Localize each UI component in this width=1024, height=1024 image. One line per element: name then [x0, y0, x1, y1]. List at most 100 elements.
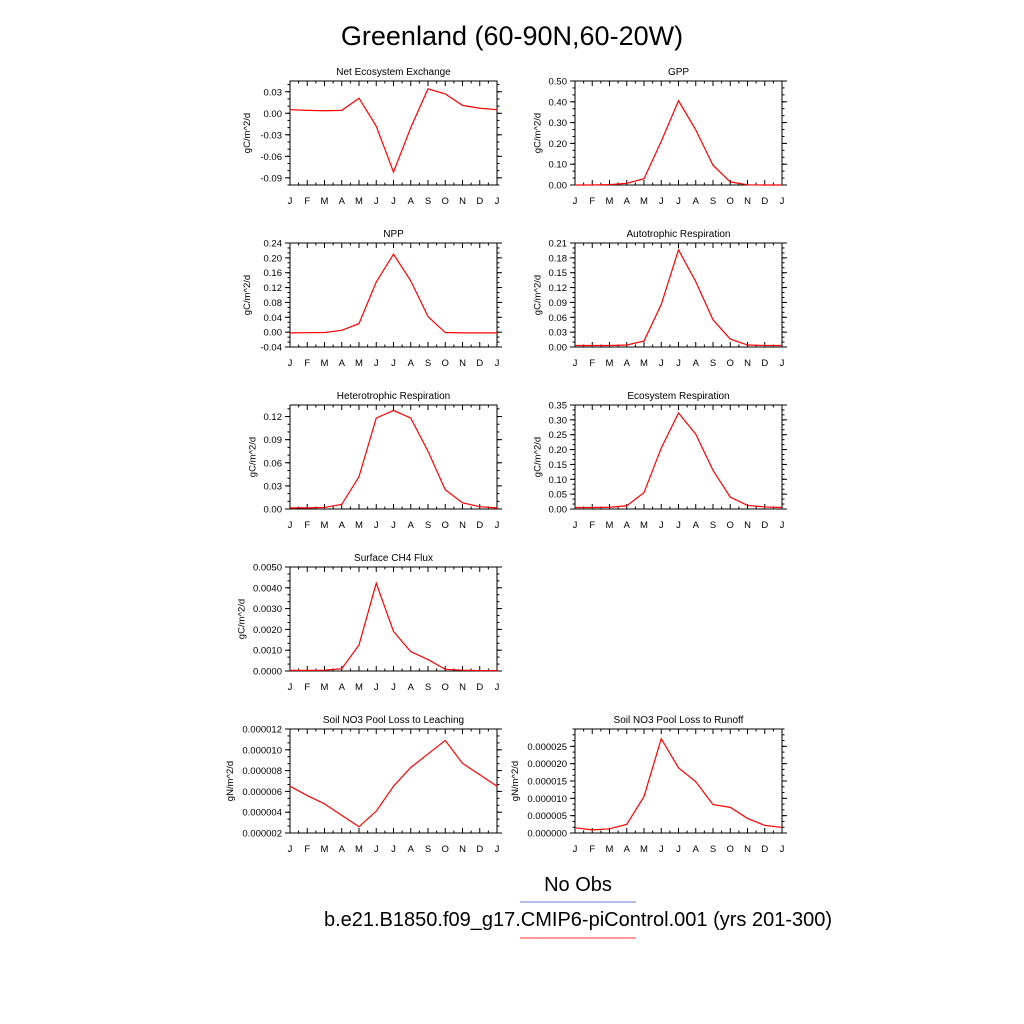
x-tick-label: S: [425, 358, 431, 369]
y-tick-label: 0.06: [264, 458, 283, 469]
y-tick-label: 0.08: [264, 298, 283, 309]
x-tick-label: J: [391, 520, 396, 531]
x-tick-label: N: [744, 520, 751, 531]
y-tick-label: 0.10: [549, 475, 568, 486]
x-tick-label: S: [425, 844, 431, 855]
y-tick-label: 0.000010: [242, 745, 282, 756]
x-tick-label: M: [640, 844, 648, 855]
x-tick-label: J: [573, 520, 578, 531]
y-tick-label: 0.20: [549, 445, 568, 456]
y-axis-label: gN/m^2/d: [225, 761, 236, 801]
y-tick-label: 0.00: [549, 181, 568, 192]
x-tick-label: M: [606, 196, 614, 207]
y-axis-label: gC/m^2/d: [533, 113, 544, 153]
x-tick-label: J: [495, 358, 500, 369]
x-tick-label: J: [573, 844, 578, 855]
legend: No Obs b.e21.B1850.f09_g17.CMIP6-piContr…: [324, 874, 832, 939]
x-tick-label: A: [408, 196, 415, 207]
x-tick-label: D: [476, 196, 483, 207]
y-tick-label: 0.03: [264, 87, 283, 98]
x-tick-label: M: [606, 844, 614, 855]
y-tick-label: 0.00: [264, 505, 283, 516]
x-tick-label: D: [476, 844, 483, 855]
x-tick-label: F: [589, 196, 595, 207]
x-tick-label: J: [288, 520, 293, 531]
x-tick-label: J: [374, 358, 379, 369]
x-tick-label: J: [659, 520, 664, 531]
panel-title: Ecosystem Respiration: [627, 391, 729, 402]
x-tick-label: D: [761, 844, 768, 855]
x-tick-label: A: [339, 196, 346, 207]
y-tick-label: 0.05: [549, 490, 568, 501]
y-tick-label: 0.00: [549, 505, 568, 516]
x-tick-label: O: [442, 520, 449, 531]
x-tick-label: S: [425, 682, 431, 693]
panel-title: Soil NO3 Pool Loss to Leaching: [323, 715, 464, 726]
y-tick-label: 0.12: [264, 283, 283, 294]
plot-frame: [574, 242, 783, 348]
x-tick-label: J: [288, 358, 293, 369]
x-tick-label: M: [606, 358, 614, 369]
y-tick-label: 0.0050: [253, 563, 282, 574]
plot-frame: [574, 80, 783, 186]
y-tick-label: 0.30: [549, 118, 568, 129]
x-tick-label: A: [339, 358, 346, 369]
x-tick-label: M: [321, 196, 329, 207]
y-tick-label: 0.000006: [242, 787, 282, 798]
x-tick-label: F: [304, 520, 310, 531]
x-tick-label: N: [744, 844, 751, 855]
x-tick-label: D: [761, 196, 768, 207]
panel-title: Heterotrophic Respiration: [337, 391, 450, 402]
x-tick-label: M: [355, 520, 363, 531]
x-tick-label: O: [727, 844, 734, 855]
y-axis-label: gC/m^2/d: [242, 275, 253, 315]
y-tick-label: 0.15: [549, 268, 568, 279]
series-line-0: [575, 248, 782, 347]
y-tick-label: 0.20: [264, 253, 283, 264]
x-tick-label: A: [693, 520, 700, 531]
y-tick-label: 0.000005: [527, 811, 567, 822]
x-tick-label: J: [676, 358, 681, 369]
y-tick-label: -0.03: [260, 130, 282, 141]
x-tick-label: J: [391, 844, 396, 855]
y-tick-label: 0.10: [549, 160, 568, 171]
x-tick-label: F: [304, 844, 310, 855]
y-tick-label: 0.03: [549, 328, 568, 339]
x-tick-label: N: [459, 196, 466, 207]
y-tick-label: 0.000002: [242, 829, 282, 840]
x-tick-label: A: [408, 358, 415, 369]
x-tick-label: M: [640, 196, 648, 207]
x-tick-label: J: [374, 682, 379, 693]
x-tick-label: J: [288, 196, 293, 207]
x-tick-label: D: [761, 520, 768, 531]
x-tick-label: O: [442, 844, 449, 855]
x-tick-label: S: [710, 520, 716, 531]
legend-label-model: b.e21.B1850.f09_g17.CMIP6-piControl.001 …: [324, 909, 832, 931]
x-tick-label: M: [321, 844, 329, 855]
plot-frame: [289, 242, 498, 348]
y-tick-label: -0.06: [260, 152, 282, 163]
x-tick-label: J: [374, 196, 379, 207]
figure-title: Greenland (60-90N,60-20W): [341, 21, 683, 51]
x-tick-label: N: [459, 358, 466, 369]
x-tick-label: J: [391, 682, 396, 693]
x-tick-label: D: [476, 682, 483, 693]
y-tick-label: 0.12: [264, 412, 283, 423]
x-tick-label: A: [339, 844, 346, 855]
x-tick-label: N: [744, 196, 751, 207]
y-axis-label: gC/m^2/d: [533, 275, 544, 315]
series-line-0: [289, 739, 498, 828]
y-tick-label: -0.09: [260, 173, 282, 184]
x-tick-label: A: [624, 196, 631, 207]
y-tick-label: 0.000012: [242, 725, 282, 736]
x-tick-label: A: [408, 844, 415, 855]
x-tick-label: S: [425, 196, 431, 207]
